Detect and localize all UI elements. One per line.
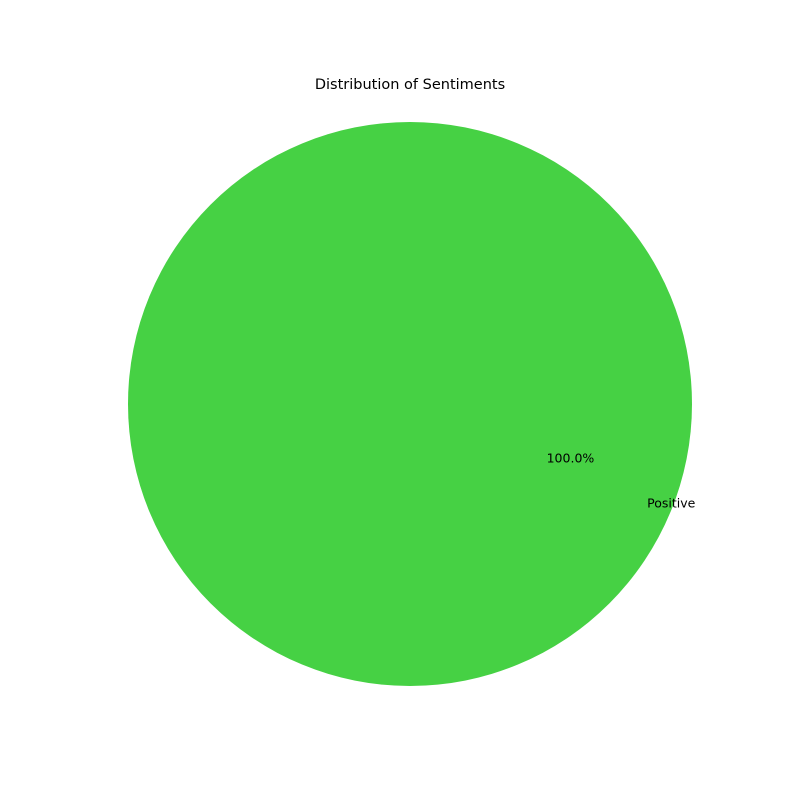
pie-labels: 100.0% Positive [547, 451, 696, 511]
pie-slice-positive [128, 122, 692, 686]
pie-pct-label: 100.0% [547, 451, 595, 466]
chart-title: Distribution of Sentiments [315, 77, 505, 93]
pie-category-label: Positive [647, 495, 695, 510]
pie-slices [128, 122, 692, 686]
